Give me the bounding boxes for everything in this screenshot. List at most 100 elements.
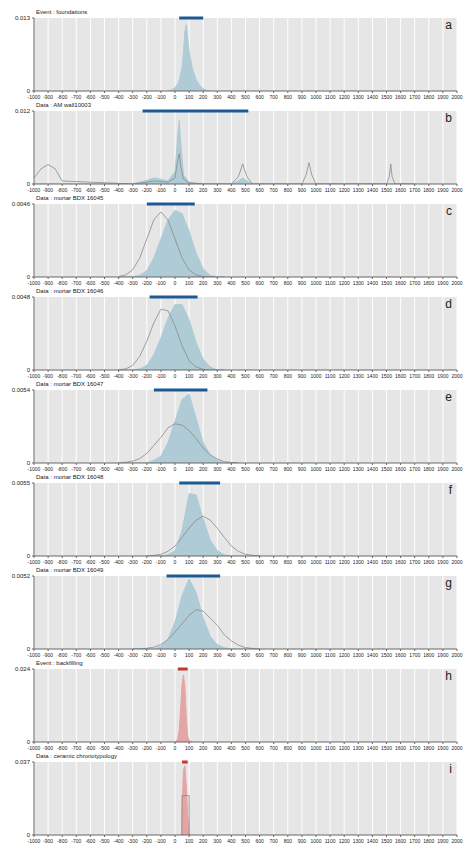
svg-text:600: 600 bbox=[255, 280, 264, 286]
svg-text:-100: -100 bbox=[156, 838, 166, 844]
svg-text:700: 700 bbox=[270, 559, 279, 565]
svg-text:0.0054: 0.0054 bbox=[12, 387, 31, 393]
svg-text:1300: 1300 bbox=[353, 652, 364, 658]
svg-text:0: 0 bbox=[174, 466, 177, 472]
svg-text:900: 900 bbox=[298, 559, 307, 565]
svg-text:1400: 1400 bbox=[367, 94, 378, 100]
svg-text:1200: 1200 bbox=[339, 466, 350, 472]
svg-text:0: 0 bbox=[27, 460, 31, 466]
svg-text:-1000: -1000 bbox=[28, 652, 41, 658]
svg-text:800: 800 bbox=[284, 94, 293, 100]
svg-text:600: 600 bbox=[255, 373, 264, 379]
svg-text:900: 900 bbox=[298, 838, 307, 844]
svg-text:1000: 1000 bbox=[310, 838, 321, 844]
svg-text:-600: -600 bbox=[85, 280, 95, 286]
svg-text:1600: 1600 bbox=[395, 466, 406, 472]
svg-text:500: 500 bbox=[241, 187, 250, 193]
svg-text:700: 700 bbox=[270, 280, 279, 286]
svg-text:-900: -900 bbox=[43, 373, 53, 379]
svg-text:400: 400 bbox=[227, 745, 236, 751]
svg-text:1300: 1300 bbox=[353, 373, 364, 379]
svg-text:1100: 1100 bbox=[325, 559, 336, 565]
svg-text:-500: -500 bbox=[99, 280, 109, 286]
svg-text:900: 900 bbox=[298, 280, 307, 286]
svg-text:1200: 1200 bbox=[339, 838, 350, 844]
svg-text:1500: 1500 bbox=[381, 838, 392, 844]
svg-text:300: 300 bbox=[213, 838, 222, 844]
svg-text:800: 800 bbox=[284, 745, 293, 751]
svg-text:1900: 1900 bbox=[437, 94, 448, 100]
svg-text:100: 100 bbox=[185, 373, 194, 379]
svg-text:1300: 1300 bbox=[353, 466, 364, 472]
svg-text:-1000: -1000 bbox=[28, 94, 41, 100]
svg-text:0.024: 0.024 bbox=[15, 666, 31, 672]
svg-text:1000: 1000 bbox=[310, 559, 321, 565]
svg-text:1900: 1900 bbox=[437, 838, 448, 844]
svg-text:-100: -100 bbox=[156, 559, 166, 565]
svg-text:900: 900 bbox=[298, 745, 307, 751]
svg-text:100: 100 bbox=[185, 559, 194, 565]
svg-text:100: 100 bbox=[185, 280, 194, 286]
svg-text:1000: 1000 bbox=[310, 280, 321, 286]
svg-text:1400: 1400 bbox=[367, 187, 378, 193]
svg-text:-600: -600 bbox=[85, 838, 95, 844]
svg-text:-200: -200 bbox=[142, 187, 152, 193]
svg-text:1300: 1300 bbox=[353, 745, 364, 751]
svg-text:1300: 1300 bbox=[353, 280, 364, 286]
svg-text:-600: -600 bbox=[85, 559, 95, 565]
svg-text:800: 800 bbox=[284, 373, 293, 379]
svg-text:-500: -500 bbox=[99, 745, 109, 751]
svg-text:-800: -800 bbox=[57, 187, 67, 193]
svg-text:600: 600 bbox=[255, 187, 264, 193]
svg-text:200: 200 bbox=[199, 745, 208, 751]
svg-text:1100: 1100 bbox=[325, 94, 336, 100]
svg-text:0: 0 bbox=[174, 745, 177, 751]
svg-text:-1000: -1000 bbox=[28, 559, 41, 565]
svg-text:-700: -700 bbox=[71, 838, 81, 844]
svg-text:400: 400 bbox=[227, 838, 236, 844]
svg-text:300: 300 bbox=[213, 466, 222, 472]
svg-text:0.0046: 0.0046 bbox=[12, 201, 31, 207]
svg-text:1700: 1700 bbox=[409, 838, 420, 844]
svg-text:-100: -100 bbox=[156, 652, 166, 658]
svg-text:300: 300 bbox=[213, 280, 222, 286]
svg-text:0: 0 bbox=[174, 559, 177, 565]
svg-text:1900: 1900 bbox=[437, 373, 448, 379]
svg-text:1800: 1800 bbox=[423, 94, 434, 100]
svg-text:700: 700 bbox=[270, 94, 279, 100]
svg-text:1400: 1400 bbox=[367, 559, 378, 565]
svg-text:0: 0 bbox=[27, 181, 31, 187]
svg-text:0: 0 bbox=[174, 373, 177, 379]
svg-text:1800: 1800 bbox=[423, 187, 434, 193]
svg-text:-700: -700 bbox=[71, 559, 81, 565]
svg-text:500: 500 bbox=[241, 745, 250, 751]
svg-text:100: 100 bbox=[185, 94, 194, 100]
svg-text:-200: -200 bbox=[142, 373, 152, 379]
svg-text:-100: -100 bbox=[156, 373, 166, 379]
svg-text:-700: -700 bbox=[71, 466, 81, 472]
svg-text:1900: 1900 bbox=[437, 559, 448, 565]
svg-text:0: 0 bbox=[174, 187, 177, 193]
svg-text:500: 500 bbox=[241, 280, 250, 286]
svg-text:600: 600 bbox=[255, 466, 264, 472]
svg-text:300: 300 bbox=[213, 94, 222, 100]
svg-text:-200: -200 bbox=[142, 652, 152, 658]
svg-text:200: 200 bbox=[199, 838, 208, 844]
svg-text:-700: -700 bbox=[71, 745, 81, 751]
svg-text:1200: 1200 bbox=[339, 187, 350, 193]
svg-text:1100: 1100 bbox=[325, 745, 336, 751]
svg-text:1400: 1400 bbox=[367, 652, 378, 658]
svg-text:1700: 1700 bbox=[409, 652, 420, 658]
svg-text:1500: 1500 bbox=[381, 745, 392, 751]
svg-text:-200: -200 bbox=[142, 838, 152, 844]
svg-text:-100: -100 bbox=[156, 94, 166, 100]
svg-text:1500: 1500 bbox=[381, 652, 392, 658]
svg-text:-300: -300 bbox=[128, 559, 138, 565]
svg-text:900: 900 bbox=[298, 466, 307, 472]
svg-text:0: 0 bbox=[174, 652, 177, 658]
svg-text:1500: 1500 bbox=[381, 373, 392, 379]
svg-text:0: 0 bbox=[174, 838, 177, 844]
svg-text:1500: 1500 bbox=[381, 280, 392, 286]
svg-text:900: 900 bbox=[298, 187, 307, 193]
svg-text:1500: 1500 bbox=[381, 94, 392, 100]
